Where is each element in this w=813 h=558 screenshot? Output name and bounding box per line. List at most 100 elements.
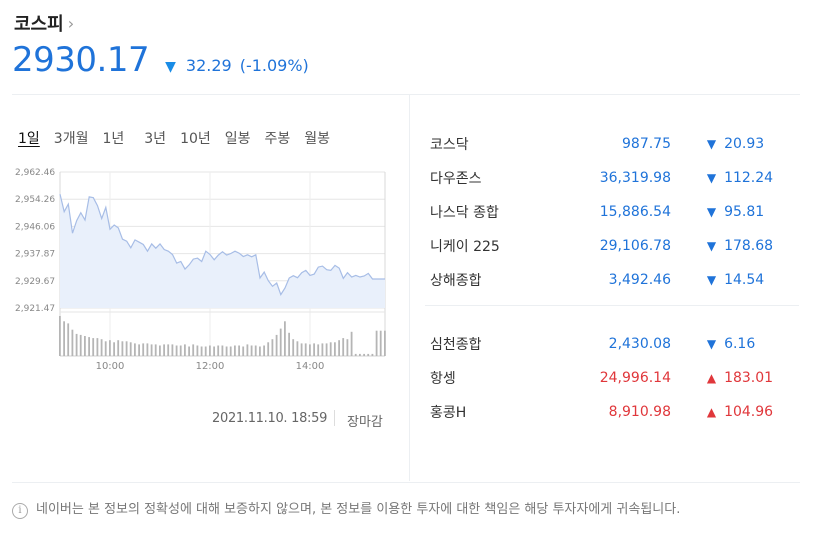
volume-bar [88,337,90,356]
index-row[interactable]: 다우존스 36,319.98 ▼ 112.24 [430,166,775,190]
index-name: 홍콩H [430,405,467,421]
volume-bar [150,344,153,356]
volume-bar [321,343,324,356]
index-value: 987.75 [622,136,671,152]
period-tabs: 1일 3개월 1년 3년 10년 일봉 주봉 월봉 [18,128,344,148]
volume-bar [229,346,232,356]
index-name: 니케이 225 [430,239,500,255]
index-row[interactable]: 나스닥 종합 15,886.54 ▼ 95.81 [430,200,775,224]
tab-10years[interactable]: 10년 [180,131,211,147]
tab-1year[interactable]: 1년 [102,131,125,147]
index-row[interactable]: 코스닥 987.75 ▼ 20.93 [430,132,775,156]
price-change-percent: (-1.09%) [239,56,309,75]
volume-bar [142,343,145,356]
price-summary: 2930.17 ▼ 32.29 (-1.09%) [12,40,309,80]
volume-bar [329,342,332,356]
volume-bar [200,346,203,356]
info-icon: i [12,503,28,519]
volume-bar [384,330,386,356]
index-row[interactable]: 심천종합 2,430.08 ▼ 6.16 [430,332,775,356]
volume-bar [346,339,349,356]
x-tick-label: 14:00 [296,361,325,372]
index-change: 183.01 [724,370,774,386]
index-change: 6.16 [724,336,756,352]
volume-bar [163,344,165,356]
y-tick-label: 2,929.67 [15,277,55,287]
index-value: 24,996.14 [599,370,671,386]
index-title-label: 코스피 [14,14,64,35]
volume-bar [367,353,370,356]
volume-bar [63,321,65,356]
index-title[interactable]: 코스피 › [14,10,74,36]
index-change: 104.96 [724,404,774,420]
up-arrow-icon: ▲ [706,405,717,419]
volume-bar [250,345,253,356]
index-row[interactable]: 홍콩H 8,910.98 ▲ 104.96 [430,400,775,424]
panel-vertical-divider [409,95,410,481]
tab-1day[interactable]: 1일 [18,131,40,147]
panel-bottom-divider [12,482,800,483]
volume-bar [75,333,78,356]
volume-bar [179,345,182,356]
down-arrow-icon: ▼ [706,137,717,151]
down-arrow-icon: ▼ [706,205,717,219]
volume-bar [217,345,220,356]
intraday-chart[interactable]: 2,962.46 2,954.26 2,946.06 2,937.87 2,929.67… [10,160,390,375]
volume-bar [317,344,320,356]
volume-bar [213,346,215,356]
index-value: 29,106.78 [599,238,671,254]
price-line [59,193,385,296]
index-row[interactable]: 니케이 225 29,106.78 ▼ 178.68 [430,234,775,258]
tab-daily-candle[interactable]: 일봉 [224,131,251,147]
volume-bar [154,344,157,356]
volume-bar [300,343,303,356]
volume-bar [254,345,257,356]
volume-bar [138,344,140,356]
volume-bar [146,343,149,356]
volume-bar [342,338,345,356]
index-change: 178.68 [724,238,774,254]
tab-monthly-candle[interactable]: 월봉 [304,131,331,147]
volume-bar [209,345,211,356]
volume-bar [109,340,111,356]
down-arrow-icon: ▼ [706,239,717,253]
current-price: 2930.17 [12,40,150,80]
disclaimer: i 네이버는 본 정보의 정확성에 대해 보증하지 않으며, 본 정보를 이용한… [12,500,802,520]
volume-bar [184,344,186,356]
price-area-fill [60,194,385,308]
chart-timestamp: 2021.11.10. 18:59 [212,411,328,426]
tab-3months[interactable]: 3개월 [53,131,89,147]
index-name: 다우존스 [430,171,482,187]
y-tick-label: 2,921.47 [15,304,55,314]
volume-bar [288,332,290,356]
tab-weekly-candle[interactable]: 주봉 [264,131,291,147]
volume-bar [204,346,207,356]
down-arrow-icon: ▼ [165,59,176,75]
index-row[interactable]: 항셍 24,996.14 ▲ 183.01 [430,366,775,390]
volume-bar [304,343,307,356]
index-name: 코스닥 [430,137,469,153]
volume-bar [279,328,282,356]
volume-bar [338,340,340,356]
volume-bar [313,343,315,356]
volume-bar [350,331,353,356]
volume-bar [234,345,236,356]
volume-bar [238,345,240,356]
volume-bar [117,340,120,356]
index-name: 심천종합 [430,337,482,353]
index-name: 항셍 [430,371,456,387]
volume-bar [171,344,174,356]
volume-bar [309,344,311,356]
x-tick-label: 12:00 [196,361,225,372]
volume-bar [84,336,86,356]
chevron-right-icon[interactable]: › [67,13,75,33]
volume-bar [354,353,357,356]
index-value: 8,910.98 [608,404,671,420]
volume-bar [242,346,245,356]
tab-3years[interactable]: 3년 [144,131,167,147]
down-arrow-icon: ▼ [706,337,717,351]
chart-footer-separator [334,410,335,426]
index-row[interactable]: 상해종합 3,492.46 ▼ 14.54 [430,268,775,292]
volume-bar [375,330,378,356]
volume-bar [92,338,95,356]
